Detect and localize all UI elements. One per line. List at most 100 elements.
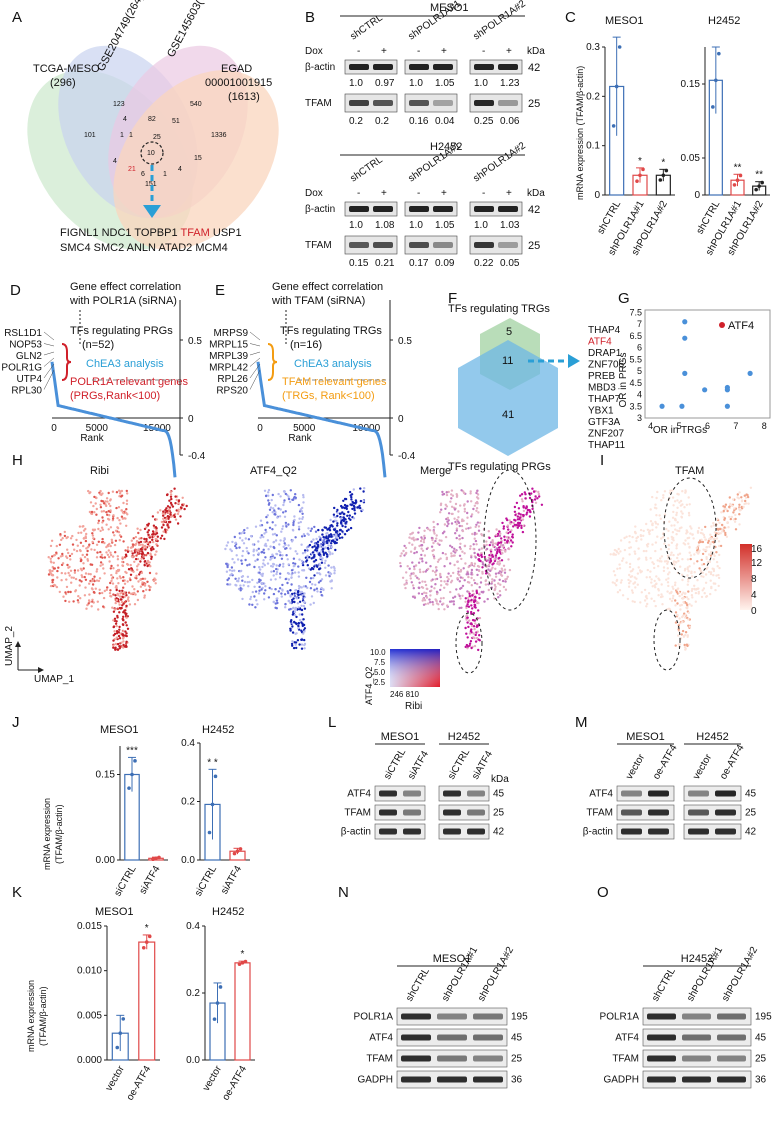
umap-cell (329, 524, 332, 527)
umap-cell (701, 540, 705, 544)
umap-cell (423, 591, 426, 594)
umap-cell (301, 512, 304, 515)
umap-cell (99, 489, 102, 493)
umap-cell (289, 547, 292, 550)
f-top-label: TFs regulating TRGs (448, 303, 550, 315)
umap-cell (737, 497, 741, 500)
umap-cell (300, 535, 304, 538)
umap-cell (413, 567, 416, 571)
umap-cell (165, 517, 168, 521)
umap-cell (100, 499, 103, 503)
blot-band (498, 206, 518, 212)
umap-cell (717, 576, 721, 580)
umap-cell (85, 553, 89, 556)
umap-cell (532, 490, 536, 493)
umap-cell (705, 567, 708, 571)
umap-cell (262, 559, 265, 562)
umap-cell (709, 533, 712, 536)
umap-cell (651, 585, 654, 588)
umap-cell (491, 555, 495, 558)
umap-cell (114, 529, 118, 532)
umap-cell (231, 540, 234, 544)
umap-cell (702, 575, 705, 578)
umap-cell (276, 516, 279, 519)
umap-cell (303, 607, 307, 610)
umap-cell (327, 564, 330, 567)
f-only-prg: 41 (502, 409, 514, 421)
panel-letters: A B C D E F G H I J L M K N O (10, 9, 630, 901)
umap-cell (332, 565, 335, 569)
umap-cell (506, 575, 509, 578)
blot-band (349, 242, 369, 248)
umap-cell (306, 557, 309, 560)
umap-cell (324, 566, 327, 569)
umap-cell (60, 579, 63, 582)
umap-cell (125, 624, 128, 627)
umap-cell (101, 492, 104, 495)
umap-cell (260, 534, 263, 537)
umap-cell (719, 532, 722, 535)
umap-cell (728, 515, 731, 519)
umap-cell (746, 493, 749, 497)
umap-cell (302, 493, 305, 497)
umap-cell (139, 578, 142, 581)
umap-cell (713, 554, 716, 558)
umap-cell (468, 592, 471, 595)
umap-cell (675, 544, 678, 547)
umap-cell (668, 520, 671, 523)
data-point (757, 184, 761, 188)
umap-cell (237, 577, 241, 580)
umap-cell (322, 552, 326, 555)
umap-cell (660, 537, 663, 540)
umap-cell (316, 590, 319, 593)
blot-band (401, 1076, 431, 1083)
umap-cell (418, 544, 421, 548)
umap-cell (733, 509, 736, 512)
umap-cell (714, 588, 717, 592)
blot-band (373, 100, 393, 106)
umap-cell (124, 630, 127, 633)
umap-cell (344, 497, 348, 501)
panel-letter-f: F (448, 290, 457, 307)
data-point (210, 802, 215, 807)
umap-cell (487, 530, 490, 533)
umap-cell (724, 531, 727, 535)
blot-band (379, 790, 397, 797)
blot-band (648, 809, 669, 816)
umap-cell (449, 500, 452, 503)
umap-cell (256, 558, 259, 561)
umap-cell (279, 572, 282, 575)
umap-cell (483, 600, 486, 603)
umap-cell (434, 583, 437, 586)
umap-cell (313, 565, 316, 568)
umap-cell (663, 560, 667, 563)
g-ytick: 5 (637, 366, 642, 376)
umap-cell (481, 572, 484, 575)
umap-cell (689, 532, 692, 535)
umap-cell (506, 540, 509, 543)
umap-cell (152, 540, 155, 544)
g-point (682, 335, 688, 341)
umap-cell (674, 604, 677, 607)
umap-cell (473, 644, 477, 648)
umap-cell (274, 539, 278, 542)
umap-cell (287, 544, 290, 547)
umap-cell (640, 570, 643, 573)
umap-cell (495, 528, 498, 531)
umap-cell (710, 537, 713, 540)
umap-cell (88, 491, 91, 495)
umap-cell (298, 600, 302, 603)
umap-cell (717, 531, 720, 535)
umap-cell (432, 530, 436, 533)
blot-lane-label: vector (624, 752, 647, 782)
umap-cell (473, 564, 476, 568)
umap-cell (320, 578, 324, 581)
umap-cell (160, 526, 164, 529)
umap-cell (470, 500, 473, 503)
blot-cell-title: H2452 (681, 953, 713, 965)
umap-cell (327, 550, 331, 553)
umap-cell (117, 582, 120, 585)
umap-cell (660, 593, 663, 596)
blot-band (621, 809, 642, 816)
umap-cell (497, 557, 500, 560)
